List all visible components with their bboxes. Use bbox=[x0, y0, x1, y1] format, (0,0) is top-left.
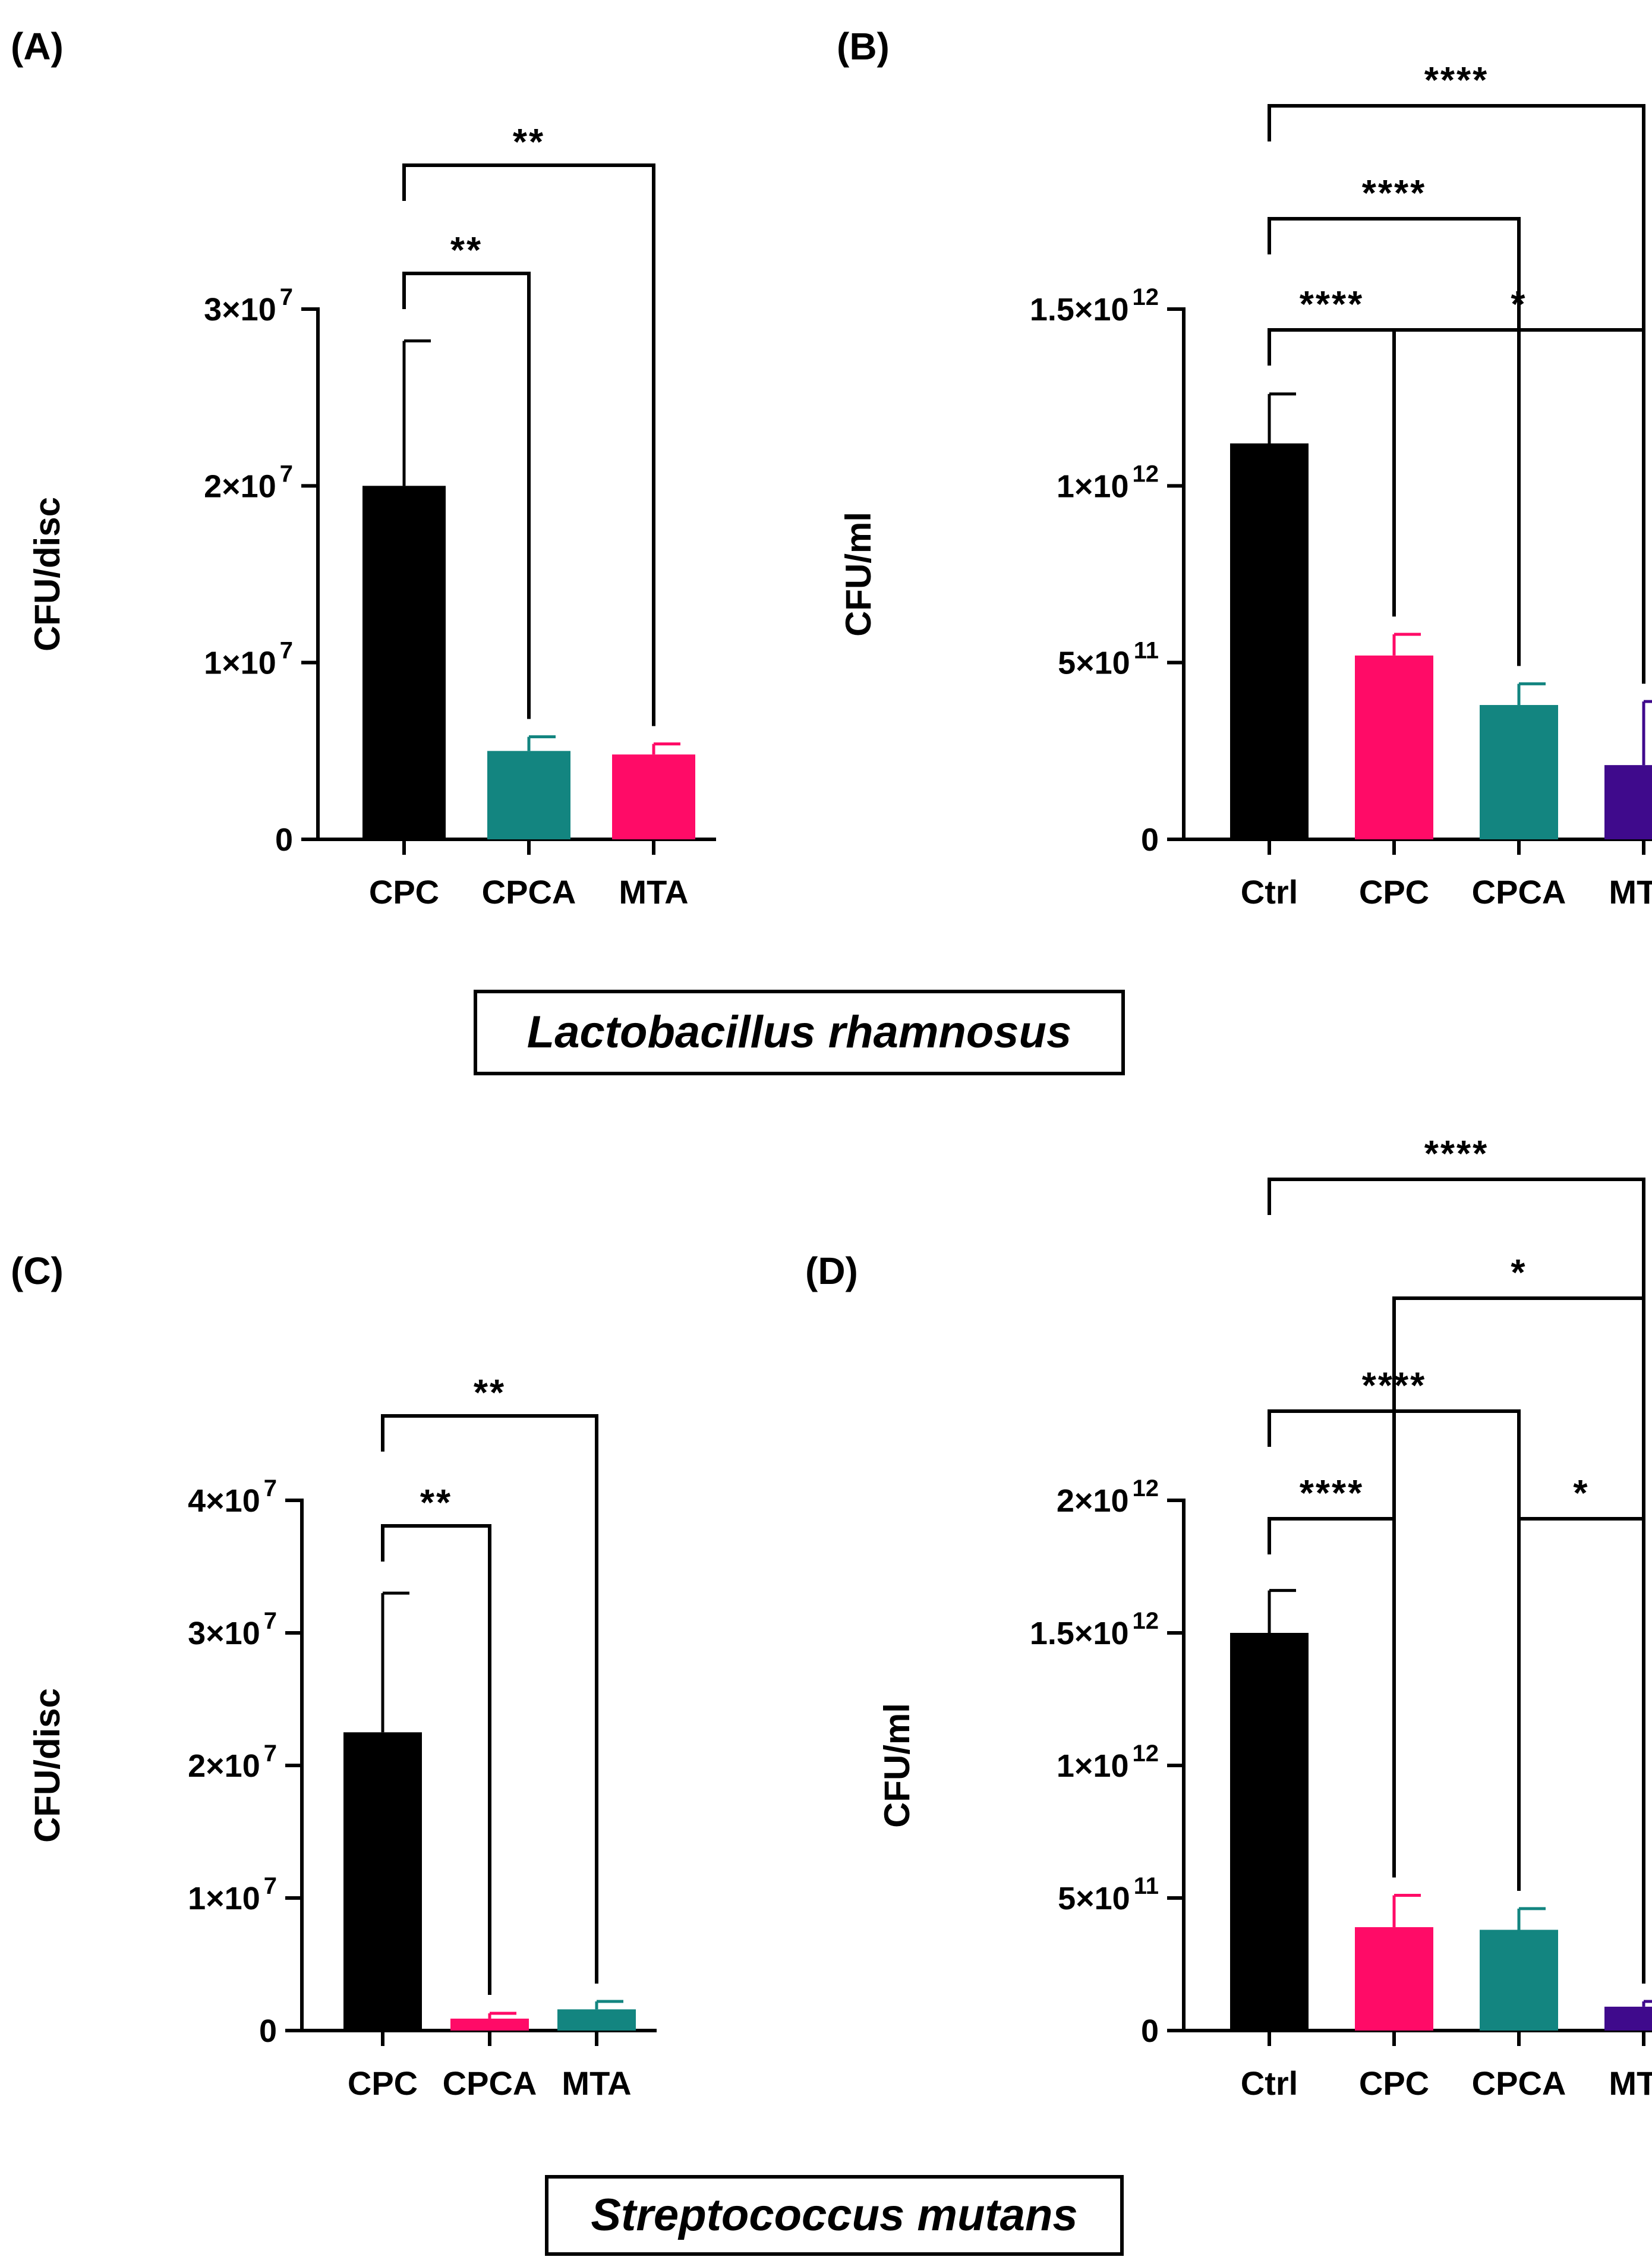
category-label-d: CPCA bbox=[1472, 2064, 1566, 2102]
category-label-b: MTA bbox=[1609, 873, 1652, 911]
significance-label-d: **** bbox=[1424, 1134, 1489, 1175]
bar-d-ctrl bbox=[1230, 1633, 1309, 2031]
y-tick-label-a: 3×10 7 bbox=[204, 284, 293, 328]
panel-b: (B) CFU/ml 0 5×10 11 1×10 12 1.5×10 12 Ctrl CPC CPC… bbox=[837, 25, 1652, 911]
y-tick-label-c: 4×10 7 bbox=[188, 1475, 277, 1519]
y-tick-label-c: 3×10 7 bbox=[188, 1608, 277, 1651]
y-tick-label-d: 1.5×10 12 bbox=[1030, 1608, 1159, 1651]
category-label-d: CPC bbox=[1359, 2064, 1429, 2102]
bar-d-mta bbox=[1604, 2006, 1652, 2031]
category-label-c: CPC bbox=[348, 2064, 418, 2102]
panel-label-b: (B) bbox=[837, 25, 890, 68]
y-tick-label-c: 2×10 7 bbox=[188, 1740, 277, 1784]
y-tick-label-d: 5×10 11 bbox=[1058, 1873, 1159, 1916]
y-tick-label-b: 5×10 11 bbox=[1058, 638, 1159, 681]
significance-label-c: ** bbox=[474, 1373, 506, 1414]
significance-label-d: **** bbox=[1300, 1473, 1364, 1514]
significance-bracket-c bbox=[381, 1524, 491, 1995]
bar-a-cpca bbox=[487, 751, 570, 839]
bar-a-cpc bbox=[362, 486, 446, 839]
significance-label-a: ** bbox=[513, 122, 545, 163]
y-tick-label-c: 1×10 7 bbox=[188, 1873, 277, 1916]
bar-d-cpc bbox=[1355, 1927, 1433, 2031]
y-tick-label-d: 1×10 12 bbox=[1057, 1740, 1159, 1784]
y-axis-title-a: CFU/disc bbox=[27, 497, 67, 651]
significance-bracket-d bbox=[1268, 1178, 1645, 1984]
y-tick-label-a: 2×10 7 bbox=[204, 461, 293, 504]
bar-b-cpc bbox=[1355, 655, 1433, 839]
bar-d-cpca bbox=[1480, 1930, 1558, 2031]
category-label-c: CPCA bbox=[443, 2064, 537, 2102]
panel-d: (D) CFU/ml 0 5×10 11 1×10 12 1.5×10 12 2×10 12 Ctrl… bbox=[805, 1134, 1652, 2102]
bar-b-cpca bbox=[1480, 705, 1558, 839]
significance-bracket-a bbox=[402, 163, 655, 726]
y-tick-label-a: 1×10 7 bbox=[204, 638, 293, 681]
bar-c-mta bbox=[557, 2009, 636, 2031]
significance-bracket-d bbox=[1517, 1517, 1645, 1984]
bar-a-mta bbox=[612, 754, 695, 839]
species-label-top: Lactobacillus rhamnosus bbox=[527, 1007, 1071, 1057]
category-label-a: CPC bbox=[369, 873, 439, 911]
significance-bracket-b bbox=[1268, 104, 1645, 684]
significance-label-b: **** bbox=[1300, 284, 1364, 325]
category-label-d: MTA bbox=[1609, 2064, 1652, 2102]
species-box-bottom: Streptococcus mutans bbox=[545, 2175, 1124, 2256]
category-label-d: Ctrl bbox=[1241, 2064, 1298, 2102]
species-box-top: Lactobacillus rhamnosus bbox=[474, 990, 1125, 1075]
y-tick-label-a: 0 bbox=[275, 822, 293, 858]
y-tick-label-b: 1.5×10 12 bbox=[1030, 284, 1159, 328]
category-label-a: MTA bbox=[619, 873, 688, 911]
significance-bracket-a bbox=[402, 272, 531, 719]
bar-b-mta bbox=[1604, 765, 1652, 839]
y-axis-title-c: CFU/disc bbox=[27, 1688, 67, 1843]
panel-label-c: (C) bbox=[11, 1249, 64, 1292]
significance-bracket-b bbox=[1268, 217, 1521, 666]
panel-label-d: (D) bbox=[805, 1249, 858, 1292]
y-tick-label-c: 0 bbox=[259, 2013, 277, 2049]
panel-a: (A) CFU/disc 0 1×10 7 2×10 7 3×10 7 CPC CPCA MTA ** *… bbox=[11, 25, 716, 911]
y-axis-title-b: CFU/ml bbox=[838, 512, 878, 637]
species-label-bottom: Streptococcus mutans bbox=[591, 2190, 1077, 2240]
significance-label-d: * bbox=[1573, 1473, 1589, 1514]
category-label-a: CPCA bbox=[482, 873, 576, 911]
category-label-b: Ctrl bbox=[1241, 873, 1298, 911]
y-tick-label-d: 2×10 12 bbox=[1057, 1475, 1159, 1519]
panel-c: (C) CFU/disc 0 1×10 7 2×10 7 3×10 7 4×10 7 CPC CPCA M… bbox=[11, 1249, 657, 2102]
significance-label-b: **** bbox=[1424, 60, 1489, 101]
bar-c-cpc bbox=[343, 1732, 422, 2031]
significance-label-b: **** bbox=[1362, 173, 1427, 214]
category-label-b: CPC bbox=[1359, 873, 1429, 911]
significance-label-c: ** bbox=[420, 1482, 452, 1524]
bar-c-cpca bbox=[450, 2018, 529, 2031]
y-tick-label-d: 0 bbox=[1141, 2013, 1159, 2049]
panel-label-a: (A) bbox=[11, 25, 64, 68]
category-label-c: MTA bbox=[562, 2064, 631, 2102]
significance-bracket-c bbox=[381, 1414, 598, 1984]
y-axis-title-d: CFU/ml bbox=[877, 1703, 917, 1828]
bar-b-ctrl bbox=[1230, 443, 1309, 839]
y-tick-label-b: 0 bbox=[1141, 822, 1159, 858]
significance-label-a: ** bbox=[450, 230, 483, 271]
significance-label-d: * bbox=[1511, 1252, 1527, 1293]
y-tick-label-b: 1×10 12 bbox=[1057, 461, 1159, 504]
category-label-b: CPCA bbox=[1472, 873, 1566, 911]
